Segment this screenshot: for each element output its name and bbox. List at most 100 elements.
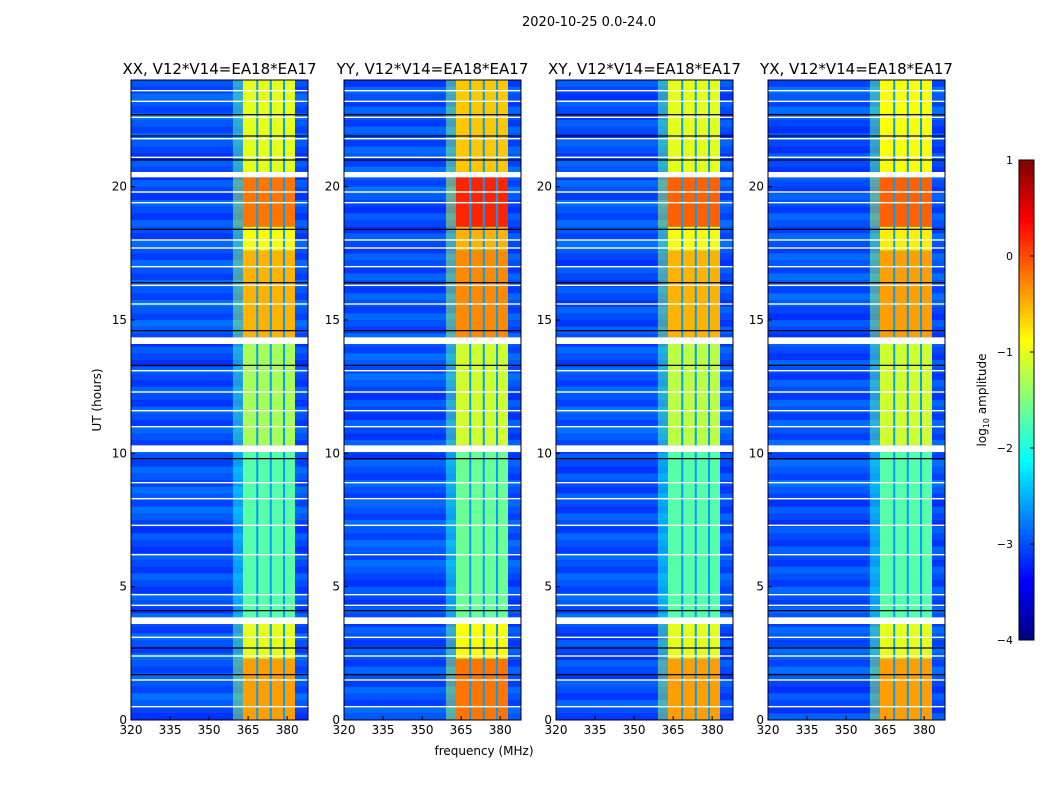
- flagged-row: [131, 679, 308, 681]
- x-tick-label: 320: [545, 723, 568, 737]
- noise-row: [556, 266, 733, 274]
- noise-row: [768, 693, 945, 700]
- flagged-row: [344, 89, 521, 92]
- noise-row: [131, 546, 308, 554]
- flagged-row: [768, 191, 945, 193]
- colorbar-step: [1019, 270, 1034, 276]
- noise-row: [131, 120, 308, 127]
- colorbar-step: [1019, 208, 1034, 214]
- flagged-row: [131, 655, 308, 657]
- x-tick-label: 380: [276, 723, 299, 737]
- flagged-row: [556, 593, 733, 596]
- band-edge: [869, 624, 880, 659]
- noise-row: [344, 486, 521, 494]
- noise-row: [556, 126, 733, 134]
- colorbar-step: [1019, 481, 1034, 487]
- noise-row: [344, 606, 521, 614]
- noise-row: [131, 326, 308, 334]
- flagged-row: [131, 391, 308, 393]
- flagged-row: [768, 705, 945, 708]
- noise-row: [344, 313, 521, 320]
- noise-row: [768, 453, 945, 460]
- flagged-row: [768, 369, 945, 372]
- noise-row: [131, 393, 308, 400]
- noise-row: [768, 700, 945, 707]
- flagged-row: [556, 425, 733, 428]
- y-tick-label: 20: [112, 180, 127, 194]
- noise-row: [556, 393, 733, 400]
- noise-row: [556, 180, 733, 187]
- dark-row: [344, 610, 521, 612]
- noise-row: [768, 713, 945, 720]
- noise-row: [556, 553, 733, 560]
- colorbar-step: [1019, 486, 1034, 492]
- noise-row: [131, 713, 308, 720]
- flagged-row: [556, 636, 733, 639]
- colorbar-step: [1019, 457, 1034, 463]
- noise-row: [344, 186, 521, 194]
- flagged-row: [131, 284, 308, 287]
- colorbar-step: [1019, 289, 1034, 295]
- colorbar-step: [1019, 188, 1034, 195]
- noise-row: [768, 540, 945, 547]
- noise-row: [768, 120, 945, 127]
- flagged-row: [768, 100, 945, 103]
- y-tick-label: 20: [325, 180, 340, 194]
- colorbar-step: [1019, 366, 1034, 372]
- noise-row: [768, 313, 945, 320]
- flagged-row: [344, 369, 521, 372]
- noise-row: [556, 440, 733, 447]
- noise-row: [556, 160, 733, 167]
- noise-row: [344, 493, 521, 500]
- flagged-row: [131, 156, 308, 159]
- noise-row: [768, 386, 945, 394]
- dark-row: [768, 114, 945, 116]
- colorbar-label: log10 amplitude: [975, 354, 991, 447]
- colorbar-step: [1019, 620, 1034, 627]
- colorbar-step: [1019, 577, 1034, 583]
- y-tick-label: 5: [544, 580, 552, 594]
- noise-row: [131, 346, 308, 354]
- dark-row: [768, 610, 945, 612]
- flagged-row: [131, 593, 308, 596]
- band-edge: [232, 344, 243, 446]
- noise-row: [556, 246, 733, 254]
- noise-row: [131, 466, 308, 474]
- noise-row: [556, 586, 733, 594]
- flagged-row: [131, 524, 308, 527]
- noise-row: [768, 326, 945, 334]
- noise-row: [768, 320, 945, 327]
- flagged-row: [556, 655, 733, 657]
- y-tick-label: 0: [756, 713, 764, 727]
- colorbar-step: [1019, 328, 1034, 334]
- band-segment: [879, 452, 932, 618]
- colorbar-step: [1019, 424, 1034, 430]
- noise-row: [556, 680, 733, 687]
- noise-row: [131, 453, 308, 460]
- y-tick-label: 0: [544, 713, 552, 727]
- x-tick-label: 335: [372, 723, 395, 737]
- flagged-row: [344, 636, 521, 639]
- noise-row: [344, 520, 521, 527]
- noise-row: [344, 460, 521, 467]
- noise-row: [344, 420, 521, 427]
- noise-row: [556, 253, 733, 260]
- noise-row: [768, 146, 945, 154]
- noise-row: [768, 360, 945, 367]
- colorbar-step: [1019, 553, 1034, 559]
- dark-row: [344, 674, 521, 676]
- plot-frame: [343, 79, 522, 721]
- colorbar-step: [1019, 572, 1034, 579]
- noise-row: [344, 353, 521, 360]
- noise-row: [768, 580, 945, 587]
- flagged-row: [768, 247, 945, 249]
- noise-row: [768, 526, 945, 534]
- panel-xy: XY, V12*V14=EA18*EA17 320 335 350 365 380 0 5 10…: [537, 60, 741, 737]
- plot-frame: [130, 79, 309, 721]
- y-tick-label: 15: [112, 313, 127, 327]
- band-edge: [445, 658, 456, 720]
- band-segment: [667, 344, 720, 446]
- band-segment: [667, 624, 720, 659]
- noise-row: [344, 600, 521, 607]
- noise-row: [344, 686, 521, 694]
